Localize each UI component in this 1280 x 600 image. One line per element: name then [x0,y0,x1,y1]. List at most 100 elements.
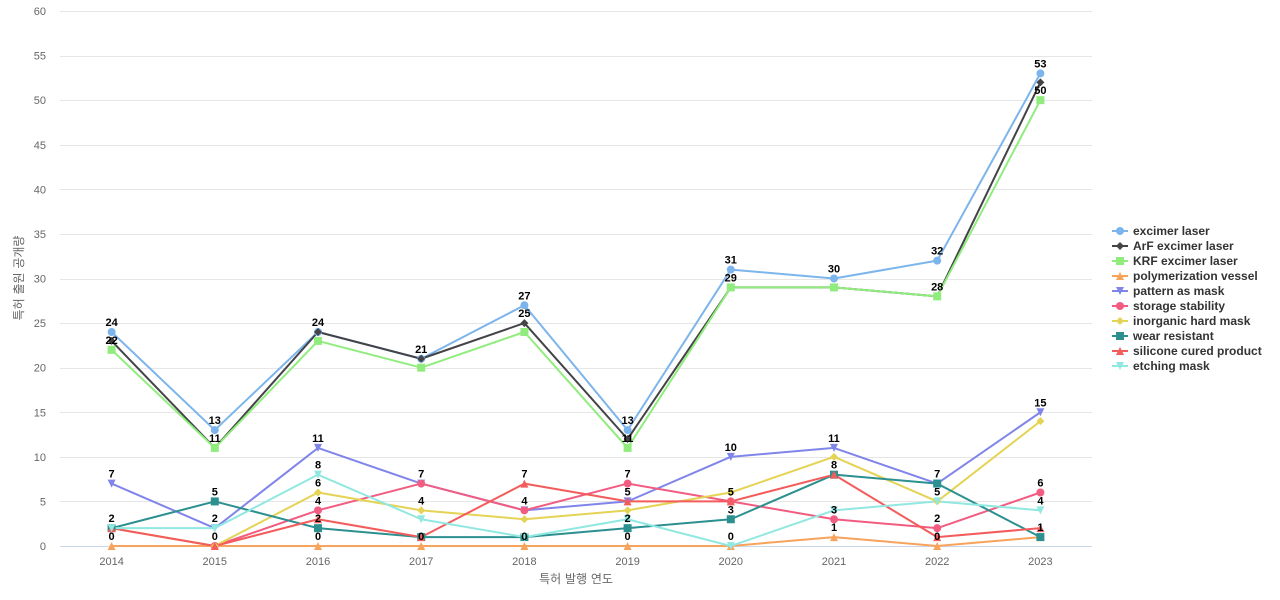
point-pattern-as-mask [726,452,735,461]
x-axis-ticks: 2014 2015 2016 2017 2018 2019 2020 2021 2022 2023 [99,556,1052,568]
data-label: 5 [212,486,218,498]
data-label: 3 [728,504,734,516]
point-excimer-laser [520,301,529,310]
point-krf-excimer-laser [520,328,529,336]
point-krf-excimer-laser [830,283,838,292]
point-arf-excimer-laser [417,354,426,363]
point-excimer-laser [210,426,219,435]
legend-item-silicone-cured-product: silicone cured product [1112,344,1262,358]
point-inorganic-hard-mask [1036,417,1045,426]
data-label: 5 [934,486,940,498]
legend-marker [1116,257,1124,265]
series-line-excimer-laser [110,72,1042,432]
point-wear-resistant [933,479,942,488]
point-silicone-cured-product [1036,524,1045,533]
y-axis-title: 특허 출원 공개량 [12,236,26,321]
point-storage-stability [417,479,426,488]
series-line-etching-mask [110,473,1042,547]
y-axis-ticks: 0 5 10 15 20 25 30 35 40 45 50 55 60 [34,6,46,553]
data-label: 22 [105,335,117,347]
point-excimer-laser [1036,69,1045,78]
point-inorganic-hard-mask [314,488,322,497]
point-wear-resistant [726,515,735,524]
legend-marker [1116,302,1124,310]
legend-marker [1116,362,1124,370]
point-excimer-laser [830,274,838,283]
x-tick-label: 2018 [512,556,536,568]
point-excimer-laser [107,328,116,336]
data-label: 2 [315,513,321,525]
point-inorganic-hard-mask [520,515,529,524]
data-label: 7 [934,469,940,481]
grid-lines [60,11,1092,547]
series-line-wear-resistant [110,473,1042,539]
point-etching-mask [933,497,942,506]
series-line-pattern-as-mask [110,411,1042,530]
legend-label: excimer laser [1133,224,1210,238]
data-label: 7 [418,469,424,481]
point-inorganic-hard-mask [417,506,426,515]
point-polymerization-vessel [520,542,529,550]
data-labels: 2422720131152024118642021740272574013117… [105,58,1046,543]
y-tick-label: 30 [34,274,46,286]
data-label: 2 [212,513,218,525]
y-tick-label: 60 [34,6,46,18]
legend-label: storage stability [1133,299,1225,313]
legend-item-pattern-as-mask: pattern as mask [1112,284,1225,298]
y-tick-label: 10 [34,452,46,464]
data-label: 31 [725,255,737,267]
data-label: 32 [931,246,943,258]
point-inorganic-hard-mask [726,488,735,497]
point-arf-excimer-laser [520,319,529,328]
data-label: 11 [312,433,324,445]
legend-label: ArF excimer laser [1133,239,1234,253]
point-etching-mask [726,542,735,550]
point-arf-excimer-laser [1036,78,1045,87]
data-label: 8 [831,460,837,472]
point-arf-excimer-laser [623,435,632,443]
y-tick-label: 40 [34,184,46,196]
series-line-arf-excimer-laser [110,81,1042,449]
data-label: 2 [934,513,940,525]
point-silicone-cured-product [417,533,426,542]
legend-item-polymerization-vessel: polymerization vessel [1112,269,1258,283]
point-wear-resistant [623,524,632,533]
legend-label: polymerization vessel [1133,269,1258,283]
data-label: 21 [415,344,427,356]
data-label: 7 [521,469,527,481]
y-tick-label: 20 [34,363,46,375]
legend-marker [1116,347,1124,355]
data-label: 28 [931,281,943,293]
x-tick-label: 2014 [99,556,123,568]
point-excimer-laser [933,256,942,265]
point-polymerization-vessel [314,542,322,550]
point-storage-stability [1036,488,1045,497]
data-label: 6 [315,478,321,490]
legend-marker [1116,287,1124,295]
legend-label: inorganic hard mask [1133,314,1251,328]
data-label: 4 [521,495,528,507]
legend-item-storage-stability: storage stability [1112,299,1225,313]
x-tick-label: 2023 [1028,556,1052,568]
point-etching-mask [830,506,838,515]
data-label: 29 [725,272,737,284]
data-label: 0 [934,531,940,543]
data-label: 10 [725,442,737,454]
point-krf-excimer-laser [726,283,735,292]
data-label: 0 [521,531,527,543]
point-polymerization-vessel [830,533,838,542]
data-label: 0 [625,531,631,543]
data-label: 50 [1034,85,1046,97]
series-line-krf-excimer-laser [110,99,1042,449]
data-label: 1 [831,522,837,534]
point-storage-stability [933,524,942,533]
data-label: 25 [518,308,530,320]
point-wear-resistant [314,524,322,533]
point-krf-excimer-laser [314,336,322,345]
data-label: 11 [828,433,840,445]
y-tick-label: 15 [34,407,46,419]
series-markers [107,69,1045,550]
point-arf-excimer-laser [314,328,322,336]
legend-marker [1116,227,1124,235]
legend-item-excimer-laser: excimer laser [1112,224,1210,238]
